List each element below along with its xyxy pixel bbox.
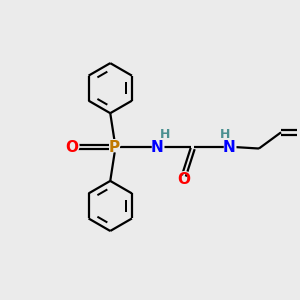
Text: O: O <box>65 140 79 154</box>
Text: O: O <box>177 172 190 187</box>
Text: N: N <box>149 138 166 157</box>
Text: P: P <box>108 138 122 157</box>
Text: N: N <box>151 140 164 154</box>
Text: H: H <box>158 126 172 144</box>
Text: N: N <box>223 140 236 154</box>
Text: H: H <box>220 128 230 141</box>
Text: N: N <box>221 138 238 157</box>
Text: H: H <box>160 128 170 141</box>
Text: O: O <box>176 170 192 189</box>
Text: O: O <box>64 138 80 157</box>
Text: P: P <box>109 140 120 154</box>
Text: H: H <box>218 126 232 144</box>
